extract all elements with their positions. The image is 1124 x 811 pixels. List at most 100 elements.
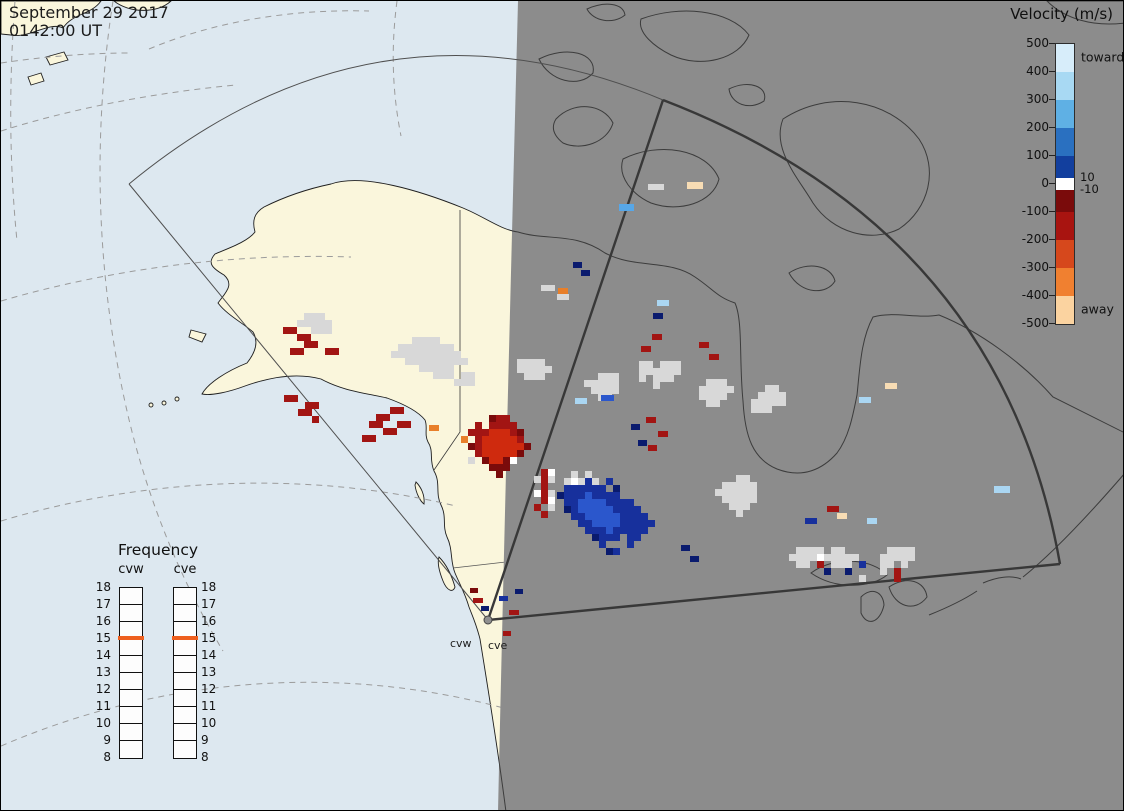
velocity-cell	[592, 520, 599, 527]
colorbar-tick-label: 300	[1026, 92, 1049, 106]
velocity-cell	[419, 358, 426, 365]
velocity-cell	[412, 351, 419, 358]
velocity-cell	[564, 492, 571, 499]
plot-time: 0142:00 UT	[9, 21, 103, 41]
velocity-cell	[475, 450, 482, 457]
velocity-cell	[805, 518, 817, 524]
velocity-cell	[845, 554, 852, 561]
velocity-cell	[605, 373, 612, 380]
velocity-cell	[376, 414, 383, 421]
velocity-cell	[713, 400, 720, 407]
velocity-cell	[489, 422, 496, 429]
velocity-cell	[496, 443, 503, 450]
velocity-cell	[362, 435, 369, 442]
colorbar-segment	[1056, 296, 1074, 324]
velocity-cell	[803, 561, 810, 568]
freq-cell	[174, 639, 196, 656]
freq-cell	[174, 690, 196, 707]
velocity-cell	[578, 506, 585, 513]
colorbar-tick-label: -300	[1021, 260, 1049, 274]
velocity-cell	[489, 443, 496, 450]
velocity-cell	[592, 513, 599, 520]
velocity-cell	[674, 368, 681, 375]
velocity-cell	[831, 547, 838, 554]
freq-tick-label: 10	[201, 716, 217, 730]
velocity-cell	[440, 365, 447, 372]
velocity-cell	[571, 506, 578, 513]
velocity-cell	[641, 527, 648, 534]
velocity-cell	[592, 485, 599, 492]
velocity-cell	[599, 520, 606, 527]
velocity-cell	[440, 358, 447, 365]
velocity-cell	[298, 409, 305, 416]
night-coastlines	[498, 1, 1123, 810]
freq-tick-label: 11	[201, 699, 217, 713]
velocity-cell	[534, 476, 541, 483]
velocity-cell	[509, 610, 519, 615]
velocity-cell	[810, 554, 817, 561]
velocity-cell	[709, 354, 719, 360]
velocity-cell	[541, 476, 548, 483]
velocity-cell	[585, 485, 592, 492]
velocity-cell	[503, 422, 510, 429]
velocity-cell	[620, 520, 627, 527]
velocity-cell	[646, 417, 656, 423]
velocity-cell	[831, 554, 838, 561]
velocity-cell	[772, 392, 779, 399]
velocity-cell	[318, 313, 325, 320]
velocity-cell	[729, 489, 736, 496]
velocity-cell	[658, 431, 668, 437]
velocity-cell	[612, 387, 619, 394]
velocity-cell	[606, 527, 613, 534]
velocity-cell	[803, 547, 810, 554]
colorbar-tick-mark	[1049, 295, 1055, 296]
velocity-cell	[653, 375, 660, 382]
velocity-cell	[722, 489, 729, 496]
velocity-cell	[699, 393, 706, 400]
velocity-cell	[722, 482, 729, 489]
velocity-cell	[852, 554, 859, 561]
velocity-cell	[433, 365, 440, 372]
velocity-cell	[831, 561, 838, 568]
velocity-cell	[613, 520, 620, 527]
freq-bar-cvw	[119, 587, 143, 759]
velocity-cell	[482, 436, 489, 443]
velocity-cell	[901, 561, 908, 568]
velocity-cell	[412, 358, 419, 365]
velocity-cell	[454, 351, 461, 358]
colorbar-segment	[1056, 190, 1074, 212]
velocity-cell	[564, 478, 571, 485]
velocity-cell	[325, 348, 332, 355]
fov-east-arc	[662, 98, 1062, 565]
velocity-cell	[578, 492, 585, 499]
velocity-cell	[613, 499, 620, 506]
velocity-cell	[845, 561, 852, 568]
velocity-cell	[796, 554, 803, 561]
freq-cell	[120, 724, 142, 741]
lake-huron-outline	[888, 580, 928, 607]
velocity-cell	[548, 504, 555, 511]
velocity-cell	[581, 270, 590, 276]
velocity-cell	[838, 554, 845, 561]
velocity-cell	[627, 499, 634, 506]
velocity-cell	[894, 568, 901, 575]
velocity-cell	[845, 568, 852, 575]
velocity-cell	[648, 520, 655, 527]
velocity-cell	[859, 561, 866, 568]
velocity-cell	[627, 527, 634, 534]
velocity-cell	[606, 478, 613, 485]
velocity-cell	[627, 534, 634, 541]
velocity-cell	[447, 372, 454, 379]
velocity-cell	[729, 496, 736, 503]
velocity-cell	[758, 399, 765, 406]
velocity-cell	[606, 513, 613, 520]
velocity-cell	[461, 436, 468, 443]
velocity-cell	[524, 373, 531, 380]
graticule-line	[1, 84, 237, 132]
velocity-cell	[390, 407, 397, 414]
velocity-cell	[517, 366, 524, 373]
velocity-cell	[627, 513, 634, 520]
velocity-cell	[646, 361, 653, 368]
velocity-cell	[817, 547, 824, 554]
